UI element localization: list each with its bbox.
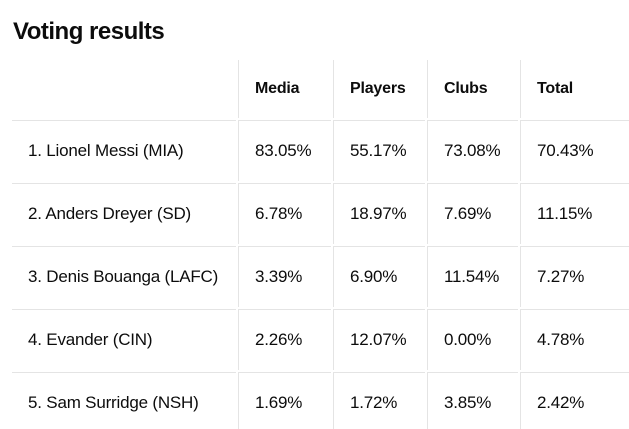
cell-media: 3.39% [238, 246, 331, 307]
player-name: 4. Evander (CIN) [12, 309, 236, 370]
cell-clubs: 0.00% [427, 309, 518, 370]
cell-players: 6.90% [333, 246, 425, 307]
cell-total: 7.27% [520, 246, 629, 307]
cell-media: 83.05% [238, 120, 331, 181]
cell-total: 70.43% [520, 120, 629, 181]
header-total: Total [520, 60, 629, 118]
player-name: 5. Sam Surridge (NSH) [12, 372, 236, 429]
table-header-row: Media Players Clubs Total [12, 60, 629, 118]
cell-players: 55.17% [333, 120, 425, 181]
voting-results-table: Media Players Clubs Total 1. Lionel Mess… [10, 58, 629, 429]
player-name: 3. Denis Bouanga (LAFC) [12, 246, 236, 307]
cell-clubs: 7.69% [427, 183, 518, 244]
cell-total: 2.42% [520, 372, 629, 429]
cell-players: 1.72% [333, 372, 425, 429]
header-clubs: Clubs [427, 60, 518, 118]
cell-media: 2.26% [238, 309, 331, 370]
table-row: 2. Anders Dreyer (SD) 6.78% 18.97% 7.69%… [12, 183, 629, 244]
cell-clubs: 73.08% [427, 120, 518, 181]
cell-clubs: 3.85% [427, 372, 518, 429]
player-name: 2. Anders Dreyer (SD) [12, 183, 236, 244]
cell-media: 6.78% [238, 183, 331, 244]
table-row: 4. Evander (CIN) 2.26% 12.07% 0.00% 4.78… [12, 309, 629, 370]
header-player [12, 60, 236, 118]
table-row: 5. Sam Surridge (NSH) 1.69% 1.72% 3.85% … [12, 372, 629, 429]
cell-total: 11.15% [520, 183, 629, 244]
header-players: Players [333, 60, 425, 118]
cell-clubs: 11.54% [427, 246, 518, 307]
cell-total: 4.78% [520, 309, 629, 370]
header-media: Media [238, 60, 331, 118]
cell-players: 18.97% [333, 183, 425, 244]
cell-players: 12.07% [333, 309, 425, 370]
player-name: 1. Lionel Messi (MIA) [12, 120, 236, 181]
cell-media: 1.69% [238, 372, 331, 429]
page-title: Voting results [13, 18, 165, 45]
table-row: 3. Denis Bouanga (LAFC) 3.39% 6.90% 11.5… [12, 246, 629, 307]
table-row: 1. Lionel Messi (MIA) 83.05% 55.17% 73.0… [12, 120, 629, 181]
